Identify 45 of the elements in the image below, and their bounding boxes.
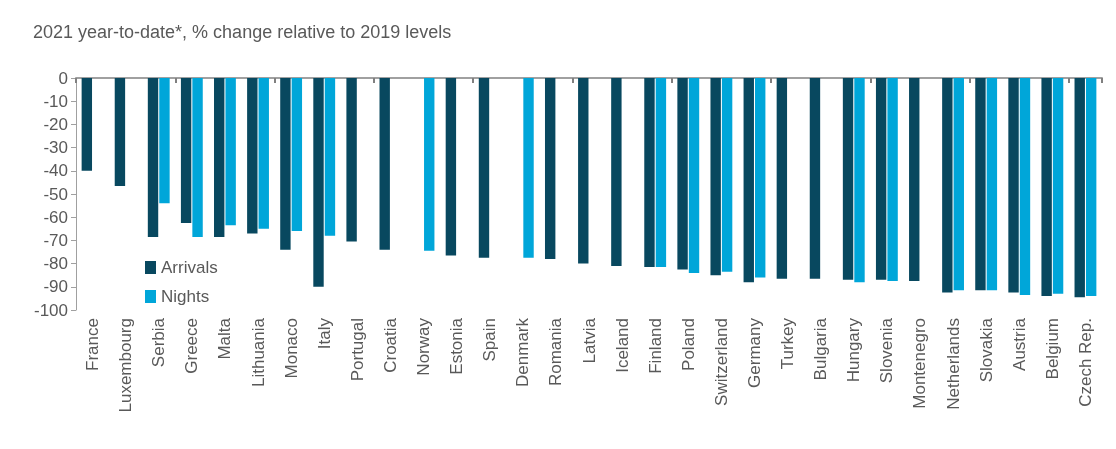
y-tick-label: -50 [43, 184, 68, 204]
x-tick-label: Latvia [579, 317, 599, 364]
y-tick-label: -10 [43, 91, 68, 111]
x-tick-label: Luxembourg [116, 318, 136, 413]
x-tick-label: Finland [645, 318, 665, 374]
x-tick-label: Turkey [778, 317, 798, 370]
y-tick-label: -20 [43, 114, 68, 134]
x-tick-label: Croatia [380, 317, 400, 373]
x-tick-label: Norway [414, 317, 434, 376]
x-tick-label: Monaco [281, 318, 301, 379]
x-tick-label: Romania [546, 317, 566, 387]
x-tick-label: Slovenia [877, 317, 897, 384]
x-tick-label: Belgium [1042, 318, 1062, 380]
x-tick-label: Germany [744, 317, 764, 388]
x-tick-label: Poland [678, 318, 698, 371]
chart-title: 2021 year-to-date*, % change relative to 2019 levels [33, 22, 452, 42]
x-tick-label: Serbia [149, 317, 169, 368]
x-tick-label: Bulgaria [811, 317, 831, 381]
y-tick-label: -90 [43, 277, 68, 297]
y-tick-label: -40 [43, 161, 68, 181]
x-tick-label: Estonia [447, 317, 467, 375]
y-tick-label: -80 [43, 254, 68, 274]
legend-label: Nights [161, 287, 210, 306]
x-tick-label: France [83, 318, 103, 371]
x-tick-label: Montenegro [910, 318, 930, 409]
x-tick-label: Lithuania [248, 317, 268, 388]
x-tick-label: Malta [215, 317, 235, 360]
x-tick-label: Italy [314, 317, 334, 350]
x-tick-label: Portugal [347, 318, 367, 382]
x-tick-label: Slovakia [976, 317, 996, 383]
x-tick-label: Hungary [844, 317, 864, 383]
legend-label: Arrivals [161, 258, 218, 277]
x-tick-label: Austria [1009, 317, 1029, 371]
y-tick-label: -100 [33, 300, 68, 320]
x-tick-label: Greece [182, 318, 202, 374]
x-tick-label: Denmark [513, 317, 533, 387]
x-tick-label: Iceland [612, 318, 632, 373]
y-tick-label: 0 [58, 68, 68, 88]
x-tick-label: Netherlands [943, 318, 963, 410]
y-tick-label: -60 [43, 207, 68, 227]
x-tick-label: Switzerland [711, 318, 731, 406]
y-tick-label: -30 [43, 138, 68, 158]
y-tick-label: -70 [43, 230, 68, 250]
x-tick-label: Czech Rep. [1075, 318, 1095, 407]
x-tick-label: Spain [480, 318, 500, 362]
